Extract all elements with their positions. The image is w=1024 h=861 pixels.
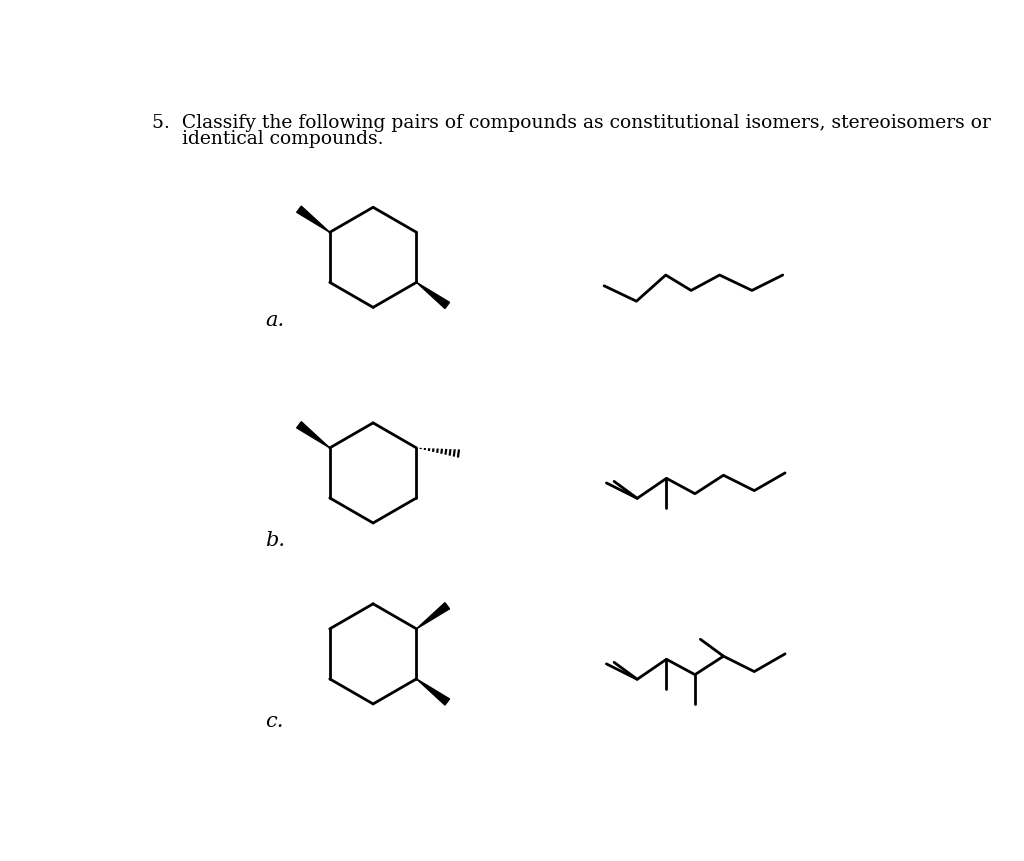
Polygon shape — [417, 678, 450, 705]
Text: 5.  Classify the following pairs of compounds as constitutional isomers, stereoi: 5. Classify the following pairs of compo… — [153, 115, 991, 132]
Text: b.: b. — [265, 530, 286, 549]
Text: c.: c. — [265, 712, 284, 731]
Polygon shape — [297, 206, 330, 232]
Text: identical compounds.: identical compounds. — [153, 129, 384, 147]
Polygon shape — [417, 603, 450, 629]
Polygon shape — [417, 282, 450, 308]
Text: a.: a. — [265, 311, 285, 331]
Polygon shape — [297, 422, 330, 448]
